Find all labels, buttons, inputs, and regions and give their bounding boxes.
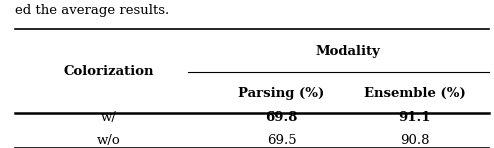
Text: w/o: w/o	[97, 134, 121, 147]
Text: Ensemble (%): Ensemble (%)	[364, 87, 466, 100]
Text: 69.5: 69.5	[267, 134, 296, 147]
Text: Modality: Modality	[316, 45, 381, 58]
Text: 91.1: 91.1	[399, 111, 431, 124]
Text: ed the average results.: ed the average results.	[15, 4, 169, 17]
Text: Colorization: Colorization	[63, 65, 154, 78]
Text: 90.8: 90.8	[400, 134, 430, 147]
Text: w/: w/	[101, 111, 117, 124]
Text: Parsing (%): Parsing (%)	[239, 87, 325, 100]
Text: 69.8: 69.8	[265, 111, 298, 124]
